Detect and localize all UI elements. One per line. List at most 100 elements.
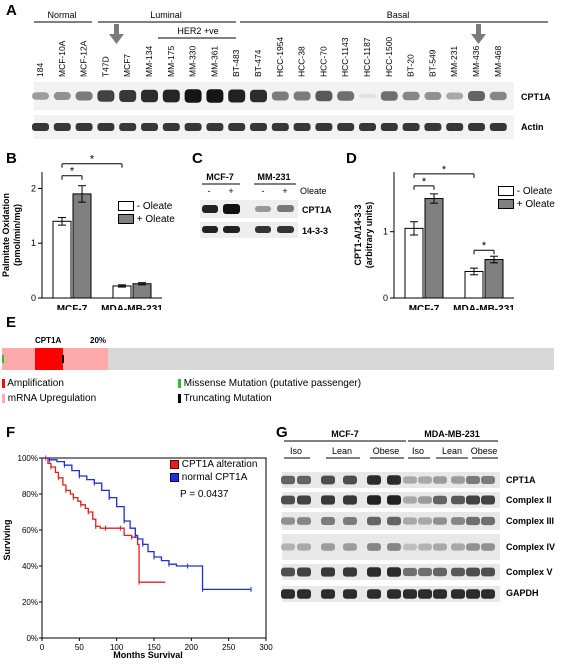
y-tick-label: 0: [383, 293, 388, 303]
blot-band: [387, 516, 401, 526]
lane-label: T47D: [100, 56, 110, 77]
lane-label: MCF-10A: [57, 40, 67, 77]
lane-label: BT-474: [253, 49, 263, 77]
blot-band: [433, 476, 447, 484]
lane-label: MM-175: [166, 46, 176, 77]
blot-band: [281, 567, 295, 577]
blot-band: [418, 496, 432, 504]
lane-label: HCC-1143: [340, 37, 350, 77]
panel-c-blot: MCF-7 MM-231 - + - + Oleate CPT1A 14-3-3: [200, 172, 332, 238]
panel-c-oleate-mark-4: +: [282, 186, 287, 196]
survival-curve: [42, 457, 166, 583]
significance-star: *: [442, 164, 447, 176]
cpt1a-band: [468, 91, 485, 101]
cpt1a-band: [184, 89, 202, 103]
cpt1a-band: [337, 91, 355, 101]
panel-g-cond-6: Obese: [471, 446, 498, 456]
bar: [52, 220, 72, 299]
blot-band: [367, 543, 381, 551]
panel-b-label: B: [6, 150, 17, 167]
y-axis-label: Palmitate Oxidation(pmol/min/mg): [1, 193, 22, 277]
panel-b-legend-minus: - Oleate: [118, 201, 172, 212]
blot-band: [451, 589, 465, 599]
panel-g-cond-5: Lean: [442, 446, 462, 456]
actin-band: [184, 123, 202, 131]
panel-g-cond-3: Obese: [373, 446, 400, 456]
actin-bands: [32, 123, 507, 131]
x-category-label: MDA-MB-231: [101, 304, 163, 310]
cpt1a-band: [141, 89, 158, 103]
blot-band: [466, 567, 480, 577]
panel-c-label: C: [192, 150, 203, 167]
oncoprint-unaltered: [2, 348, 554, 370]
lane-label: MM-436: [471, 46, 481, 77]
group-brackets: [34, 21, 548, 39]
actin-band: [489, 123, 507, 131]
y-tick-label: 0: [31, 293, 36, 303]
actin-band: [424, 123, 442, 131]
blot-band: [466, 476, 480, 484]
group-label-her2: HER2 +ve: [177, 26, 219, 36]
group-label-normal: Normal: [47, 10, 77, 20]
blot-band: [321, 495, 335, 505]
actin-band: [53, 123, 71, 131]
blot-band: [418, 567, 432, 577]
panel-c-label-cpt1a: CPT1A: [302, 205, 332, 215]
bar: [132, 283, 152, 299]
blot-band: [481, 589, 495, 599]
blot-band: [418, 476, 432, 484]
panel-e-legend-amp: Amplification: [2, 378, 64, 389]
blot-band: [343, 517, 357, 525]
cpt1a-band: [271, 91, 289, 101]
blot-band: [281, 475, 295, 485]
panel-f-ylabel: Surviving: [2, 519, 12, 560]
blot-band: [343, 589, 357, 599]
x-tick-label: 100: [110, 643, 124, 652]
cpt1a-band: [293, 91, 311, 101]
blot-band: [321, 543, 335, 551]
cpt1a-band: [75, 91, 93, 101]
panel-f-xlabel: Months Survival: [113, 650, 183, 660]
panel-e-legend-missense: Missense Mutation (putative passenger): [178, 378, 361, 389]
panel-e-label: E: [6, 314, 17, 331]
cpt1a-band: [228, 89, 246, 103]
x-category-label: MDA-MB-231: [453, 304, 515, 310]
blot-band: [451, 495, 465, 505]
blot-band: [387, 475, 401, 485]
blot-band: [367, 589, 381, 599]
blot-band: [418, 543, 432, 551]
y-tick-label: 20%: [22, 598, 38, 607]
lane-label: MCF-12A: [79, 40, 89, 77]
x-tick-label: 250: [222, 643, 236, 652]
lane-label: MM-231: [449, 46, 459, 77]
panel-g-cond-1: Iso: [290, 446, 302, 456]
lane-label: MM-134: [144, 46, 154, 77]
y-tick-label: 0%: [26, 634, 38, 643]
y-tick-label: 80%: [22, 490, 38, 499]
blot-label-cpt1a: CPT1A: [521, 92, 551, 102]
actin-band: [337, 123, 355, 131]
blot-band: [481, 476, 495, 484]
panel-g-cell-mda: MDA-MB-231: [424, 429, 480, 439]
x-tick-label: 150: [147, 643, 161, 652]
blot-band: [403, 496, 417, 504]
blot-band: [367, 567, 381, 577]
blot-band: [343, 475, 357, 485]
cpt1a-band: [97, 90, 115, 102]
blot-band: [403, 567, 417, 577]
panel-d-chart: 0 1 CPT1-A/14-3-3(arbitrary units) MCF-7 MDA…: [353, 164, 515, 310]
blot-band: [387, 543, 401, 551]
blot-band: [466, 516, 480, 526]
panel-c-oleate-mark-3: -: [262, 186, 265, 196]
x-tick-label: 0: [40, 643, 45, 652]
blot-band: [387, 567, 401, 577]
cpt1a-band: [162, 89, 180, 103]
x-tick-label: 300: [259, 643, 273, 652]
bar: [404, 227, 424, 299]
cpt1a-band: [424, 92, 442, 100]
blot-band: [433, 517, 447, 525]
panel-e-legend-mrna: mRNA Upregulation: [2, 393, 96, 404]
blot-band: [367, 475, 381, 485]
panel-c-oleate-mark-2: +: [228, 186, 233, 196]
panel-e-percent: 20%: [90, 336, 107, 345]
